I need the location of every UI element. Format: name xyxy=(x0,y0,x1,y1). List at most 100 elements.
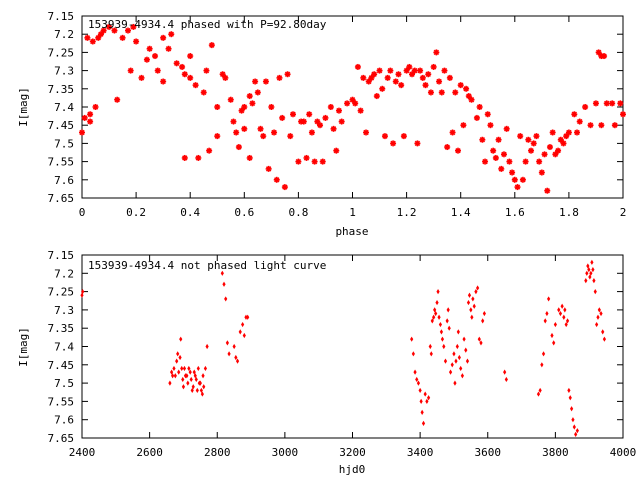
star-data-point xyxy=(241,125,248,132)
unphased-x-axis-label: hjd0 xyxy=(339,463,366,476)
unphased-x-tick-label: 3200 xyxy=(339,446,366,459)
diamond-data-point xyxy=(232,343,236,350)
star-data-point xyxy=(206,147,213,154)
star-data-point xyxy=(138,74,145,81)
star-data-point xyxy=(536,158,543,165)
diamond-data-point xyxy=(585,270,589,276)
diamond-data-point xyxy=(584,278,588,284)
star-data-point xyxy=(360,74,367,81)
diamond-data-point xyxy=(186,380,190,386)
star-data-point xyxy=(495,136,502,143)
diamond-data-point xyxy=(418,387,422,394)
star-data-point xyxy=(449,129,456,136)
star-data-point xyxy=(390,140,397,147)
star-data-point xyxy=(409,71,416,78)
diamond-data-point xyxy=(433,307,437,313)
diamond-data-point xyxy=(190,387,194,394)
diamond-data-point xyxy=(437,314,441,320)
star-data-point xyxy=(560,140,567,147)
diamond-data-point xyxy=(181,384,186,390)
star-data-point xyxy=(327,104,334,110)
diamond-data-point xyxy=(426,395,431,401)
diamond-data-point xyxy=(436,289,440,295)
star-data-point xyxy=(306,111,313,118)
star-data-point xyxy=(254,89,261,96)
unphased-y-tick-label: 7.55 xyxy=(48,395,75,408)
star-data-point xyxy=(592,100,599,107)
diamond-data-point xyxy=(435,299,439,306)
star-data-point xyxy=(352,100,359,107)
unphased-y-tick-label: 7.4 xyxy=(54,341,74,354)
diamond-data-point xyxy=(443,358,448,364)
diamond-data-point xyxy=(471,296,475,302)
star-data-point xyxy=(322,114,329,121)
phased-y-tick-label: 7.65 xyxy=(48,192,75,205)
star-data-point xyxy=(373,93,380,100)
diamond-data-point xyxy=(192,369,196,375)
star-data-point xyxy=(235,144,242,151)
diamond-data-point xyxy=(570,406,574,412)
diamond-data-point xyxy=(177,369,181,375)
star-data-point xyxy=(506,158,513,165)
diamond-data-point xyxy=(547,296,551,302)
star-data-point xyxy=(609,100,616,107)
star-data-point xyxy=(601,53,608,60)
diamond-data-point xyxy=(442,343,446,350)
diamond-data-point xyxy=(203,365,208,372)
diamond-data-point xyxy=(593,289,597,295)
diamond-data-point xyxy=(481,318,485,324)
star-data-point xyxy=(241,104,248,110)
star-data-point xyxy=(460,122,467,129)
diamond-data-point xyxy=(180,365,184,372)
diamond-data-point xyxy=(459,365,463,372)
diamond-data-point xyxy=(572,424,576,430)
diamond-data-point xyxy=(591,267,595,273)
star-data-point xyxy=(335,107,342,114)
star-data-point xyxy=(200,89,207,96)
diamond-data-point xyxy=(503,369,507,375)
diamond-data-point xyxy=(543,318,547,324)
diamond-data-point xyxy=(574,431,578,437)
diamond-data-point xyxy=(464,347,468,353)
phased-x-tick-label: 1.2 xyxy=(397,206,417,219)
star-data-point xyxy=(446,74,453,81)
phased-x-tick-label: 1.6 xyxy=(505,206,525,219)
star-data-point xyxy=(257,125,264,132)
star-data-point xyxy=(349,96,356,103)
star-data-point xyxy=(273,176,280,183)
star-data-point xyxy=(319,158,326,165)
diamond-data-point xyxy=(590,259,594,265)
diamond-data-point xyxy=(564,321,568,328)
star-data-point xyxy=(617,100,624,107)
star-data-point xyxy=(414,140,421,147)
star-data-point xyxy=(230,118,237,125)
star-data-point xyxy=(525,136,532,143)
star-data-point xyxy=(611,122,618,129)
star-data-point xyxy=(317,122,324,129)
star-data-point xyxy=(598,122,605,129)
star-data-point xyxy=(395,71,402,78)
star-data-point xyxy=(308,129,315,136)
diamond-data-point xyxy=(504,376,508,383)
unphased-y-axis-label: I[mag] xyxy=(17,327,30,367)
diamond-data-point xyxy=(421,420,426,426)
diamond-data-point xyxy=(411,351,415,357)
star-data-point xyxy=(603,100,610,107)
diamond-data-point xyxy=(602,336,607,342)
star-data-point xyxy=(438,89,445,96)
star-data-point xyxy=(433,49,440,56)
diamond-data-point xyxy=(173,373,177,379)
star-data-point xyxy=(252,78,259,85)
unphased-y-tick-label: 7.6 xyxy=(54,414,74,427)
diamond-data-point xyxy=(469,307,473,313)
diamond-data-point xyxy=(466,299,471,306)
phased-data-points xyxy=(79,23,626,194)
star-data-point xyxy=(549,129,556,136)
star-data-point xyxy=(281,184,288,191)
unphased-x-tick-label: 3000 xyxy=(272,446,299,459)
star-data-point xyxy=(181,154,188,161)
diamond-data-point xyxy=(479,340,483,346)
star-data-point xyxy=(517,133,524,140)
star-data-point xyxy=(457,82,464,89)
star-data-point xyxy=(303,154,310,161)
